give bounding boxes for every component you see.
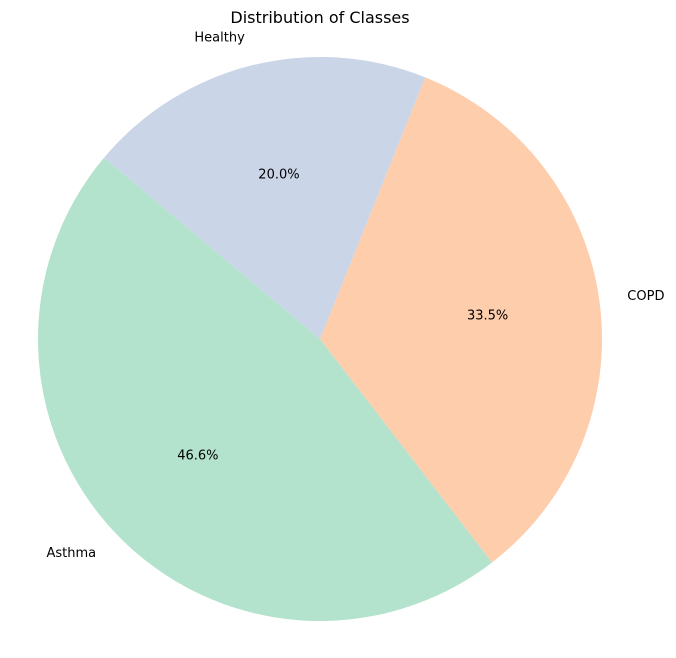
slice-label-healthy: Healthy xyxy=(194,31,245,46)
pie-slice-healthy xyxy=(103,57,426,340)
chart-title: Distribution of Classes xyxy=(230,8,409,27)
slice-label-asthma: Asthma xyxy=(46,546,96,561)
pie-slice-asthma xyxy=(37,157,493,622)
slice-percent-copd: 33.5% xyxy=(467,308,508,323)
slice-label-copd: COPD xyxy=(627,289,664,304)
pie-labels: Asthma 46.6% COPD 33.5% Healthy 20.0% xyxy=(46,31,664,562)
slice-percent-healthy: 20.0% xyxy=(258,167,299,182)
pie-slice-copd xyxy=(320,77,602,563)
slice-percent-asthma: 46.6% xyxy=(177,449,218,464)
pie-slices xyxy=(37,57,602,622)
